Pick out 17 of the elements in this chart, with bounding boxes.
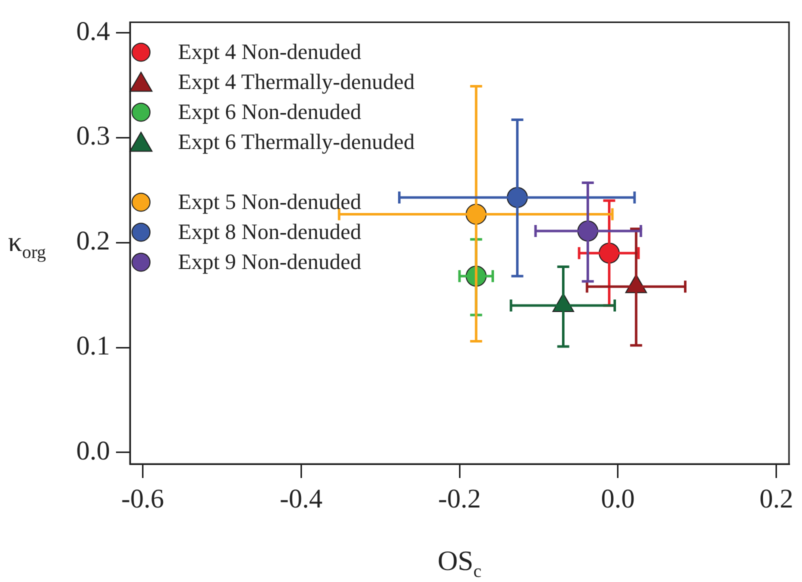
y-tick-label: 0.3 — [76, 120, 110, 151]
legend-label: Expt 4 Thermally-denuded — [178, 68, 415, 94]
legend-label: Expt 6 Thermally-denuded — [178, 128, 415, 154]
x-tick-label: -0.4 — [280, 483, 323, 514]
y-tick-label: 0.2 — [76, 226, 110, 256]
y-tick-label: 0.1 — [76, 330, 110, 361]
legend-label: Expt 4 Non-denuded — [178, 38, 362, 64]
legend-label: Expt 9 Non-denuded — [178, 248, 362, 274]
x-tick-label: -0.6 — [121, 483, 164, 514]
y-tick-label: 0.0 — [76, 436, 110, 466]
legend-label: Expt 5 Non-denuded — [178, 188, 362, 214]
x-tick-label: 0.2 — [759, 483, 794, 514]
legend-label: Expt 6 Non-denuded — [178, 98, 362, 124]
y-tick-label: 0.4 — [76, 16, 110, 46]
legend-label: Expt 8 Non-denuded — [178, 218, 362, 244]
x-tick-label: 0.0 — [601, 483, 635, 514]
x-tick-label: -0.2 — [438, 483, 481, 514]
